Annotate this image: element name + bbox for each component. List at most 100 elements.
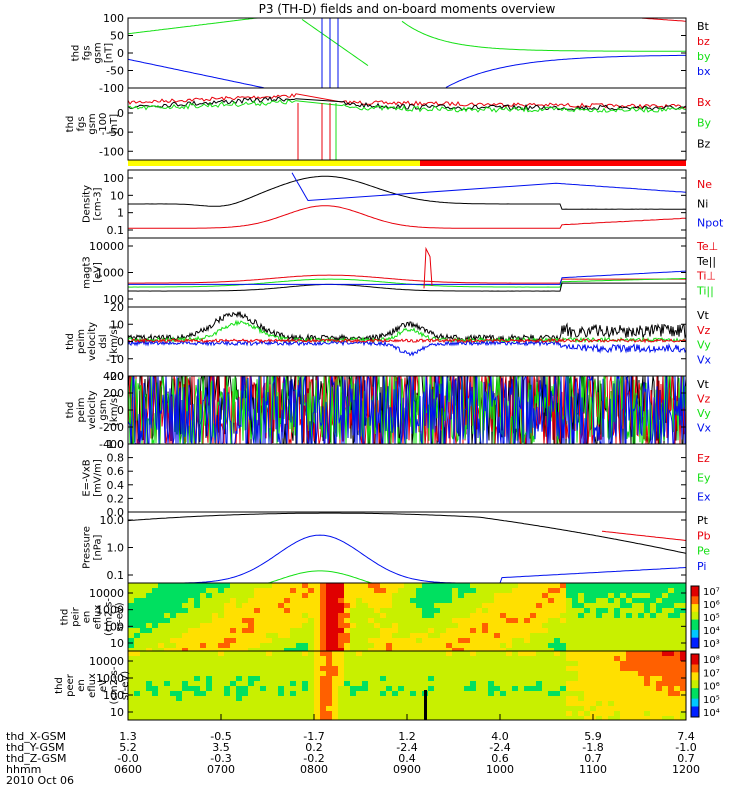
spectrogram-cell (548, 691, 555, 697)
spectrogram-cell (344, 661, 351, 667)
spectrogram-cell (650, 588, 657, 594)
spectrogram-cell (434, 613, 441, 619)
spectrogram-cell (296, 666, 303, 672)
spectrogram-cell (512, 613, 519, 619)
spectrogram-cell (212, 716, 219, 720)
spectrogram-cell (422, 628, 429, 634)
spectrogram-cell (644, 661, 651, 667)
spectrogram-cell (194, 711, 201, 717)
spectrogram-cell (530, 598, 537, 604)
spectrogram-cell (494, 598, 501, 604)
spectrogram-cell (596, 608, 603, 614)
spectrogram-cell (590, 681, 597, 687)
legend-bx: Bx (697, 96, 712, 109)
spectrogram-cell (404, 593, 411, 599)
spectrogram-cell (296, 613, 303, 619)
spectrogram-cell (650, 603, 657, 609)
spectrogram-cell (350, 671, 357, 677)
spectrogram-cell (548, 651, 555, 657)
spectrogram-cell (284, 666, 291, 672)
spectrogram-cell (482, 706, 489, 712)
spectrogram-cell (206, 681, 213, 687)
bx-trace (445, 54, 686, 88)
spectrogram-cell (614, 603, 621, 609)
spectrogram-cell (662, 648, 669, 651)
spectrogram-cell (284, 711, 291, 717)
spectrogram-cell (560, 656, 567, 662)
spectrogram-cell (620, 623, 627, 629)
spectrogram-cell (314, 696, 321, 702)
spectrogram-cell (152, 648, 159, 651)
spectrogram-cell (314, 588, 321, 594)
spectrogram-cell (260, 588, 267, 594)
spectrogram-cell (578, 623, 585, 629)
spectrogram-cell (614, 666, 621, 672)
spectrogram-cell (332, 696, 339, 702)
spectrogram-cell (422, 613, 429, 619)
spectrogram-cell (242, 711, 249, 717)
spectrogram-cell (440, 603, 447, 609)
spectrogram-cell (332, 666, 339, 672)
spectrogram-cell (680, 623, 686, 629)
spectrogram-cell (320, 676, 327, 682)
spectrogram-cell (182, 716, 189, 720)
spectrogram-cell (188, 696, 195, 702)
spectrogram-cell (182, 643, 189, 649)
spectrogram-cell (152, 603, 159, 609)
spectrogram-cell (578, 706, 585, 712)
spectrogram-cell (242, 603, 249, 609)
spectrogram-cell (626, 691, 633, 697)
spectrogram-cell (572, 676, 579, 682)
spectrogram-cell (134, 633, 141, 639)
spectrogram-cell (344, 608, 351, 614)
spectrogram-cell (662, 593, 669, 599)
spectrogram-cell (488, 666, 495, 672)
spectrogram-cell (176, 676, 183, 682)
spectrogram-cell (284, 598, 291, 604)
spectrogram-cell (236, 583, 243, 589)
spectrogram-cell (668, 598, 675, 604)
spectrogram-cell (512, 648, 519, 651)
spectrogram-cell (620, 628, 627, 634)
colorbar-cell (691, 591, 699, 595)
spectrogram-cell (350, 583, 357, 589)
spectrogram-cell (248, 628, 255, 634)
spectrogram-cell (536, 686, 543, 692)
spectrogram-cell (662, 583, 669, 589)
spectrogram-cell (488, 711, 495, 717)
spectrogram-cell (182, 701, 189, 707)
spectrogram-cell (380, 666, 387, 672)
spectrogram-cell (458, 638, 465, 644)
spectrogram-cell (350, 661, 357, 667)
spectrogram-cell (650, 618, 657, 624)
spectrogram-cell (668, 588, 675, 594)
spectrogram-cell (230, 656, 237, 662)
spectrogram-cell (398, 638, 405, 644)
spectrogram-cell (188, 613, 195, 619)
spectrogram-cell (374, 623, 381, 629)
spectrogram-cell (650, 711, 657, 717)
y-axis-label: sr-eV) (120, 671, 131, 700)
spectrogram-cell (230, 598, 237, 604)
spectrogram-cell (542, 648, 549, 651)
spectrogram-cell (614, 593, 621, 599)
spectrogram-cell (284, 701, 291, 707)
spectrogram-cell (446, 661, 453, 667)
spectrogram-cell (152, 706, 159, 712)
spectrogram-cell (434, 628, 441, 634)
spectrogram-cell (236, 686, 243, 692)
spectrogram-cell (326, 661, 333, 667)
spectrogram-cell (200, 666, 207, 672)
spectrogram-cell (302, 638, 309, 644)
spectrogram-cell (560, 623, 567, 629)
spectrogram-cell (314, 706, 321, 712)
spectrogram-cell (632, 671, 639, 677)
spectrogram-cell (476, 648, 483, 651)
x-tick-label: 0600 (114, 763, 142, 776)
spectrogram-cell (152, 686, 159, 692)
spectrogram-cell (446, 583, 453, 589)
spectrogram-cell (434, 661, 441, 667)
spectrogram-cell (392, 651, 399, 657)
y-axis-label: velocity (87, 390, 98, 429)
spectrogram-cell (362, 711, 369, 717)
